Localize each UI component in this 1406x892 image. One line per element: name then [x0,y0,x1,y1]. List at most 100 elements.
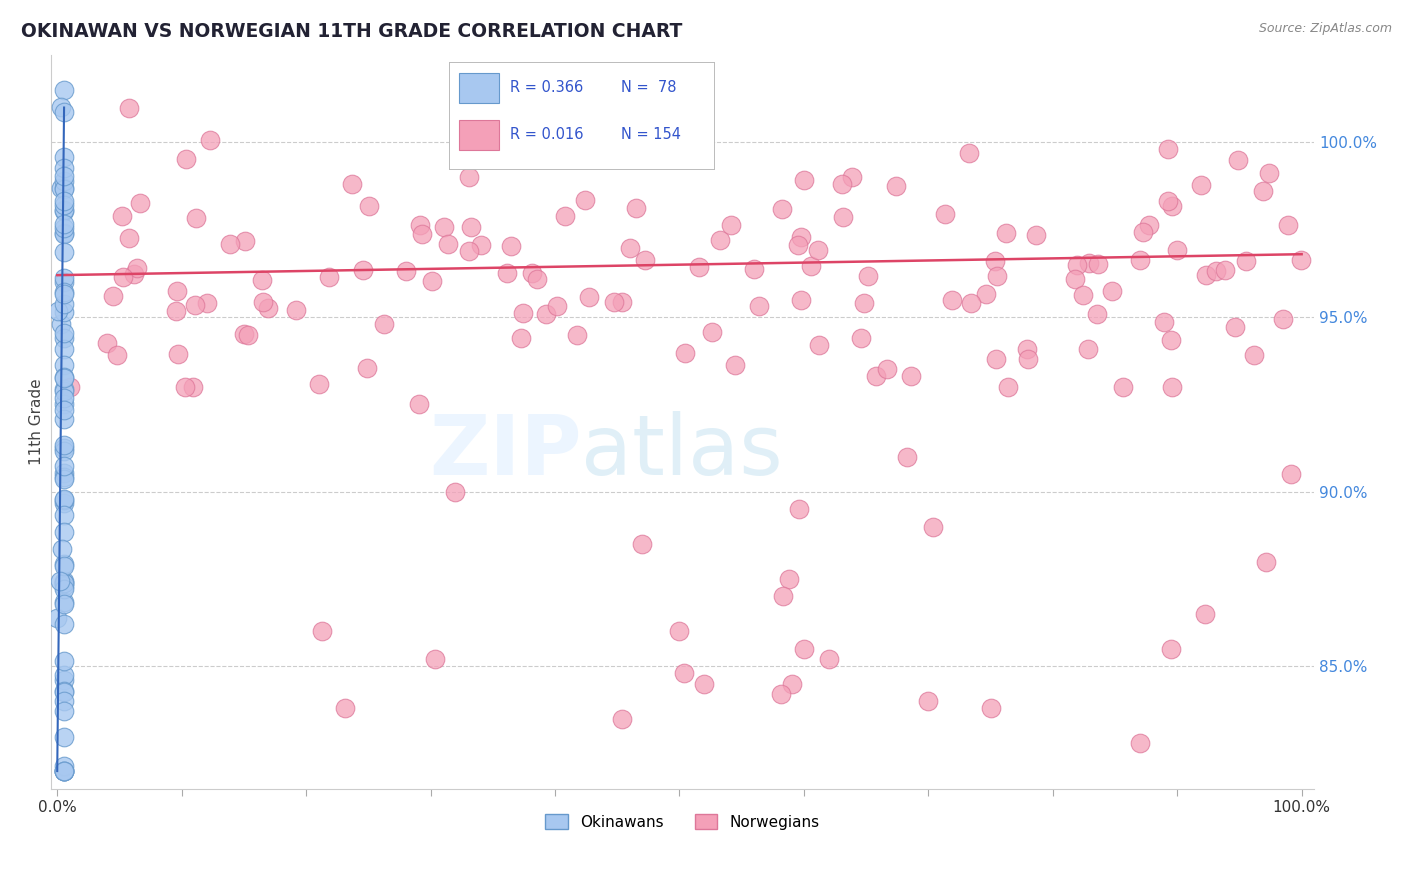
Point [127,261,149,276]
Point [408,397,430,411]
Point [1015,343,1038,357]
Point [53,169,76,184]
Point [603,294,626,309]
Point [546,299,568,313]
Point [53,557,76,571]
Point [49,318,72,332]
Point [53,104,76,119]
Point [53,204,76,219]
Point [184,298,207,312]
Point [1112,380,1135,394]
Point [800,259,823,273]
Point [53,244,76,259]
Point [53,764,76,778]
Point [232,326,254,341]
Point [101,289,124,303]
Point [787,238,810,252]
Point [1277,218,1299,232]
Point [1194,607,1216,621]
Point [900,368,922,383]
Point [896,450,918,464]
Point [173,380,195,394]
Y-axis label: 11th Grade: 11th Grade [30,378,44,465]
Point [394,264,416,278]
Point [1205,264,1227,278]
Point [787,502,810,516]
Point [49,574,72,588]
Point [634,253,657,268]
Point [167,346,190,360]
Point [433,219,456,234]
Point [53,764,76,778]
Point [922,519,945,533]
Point [53,198,76,212]
Point [53,412,76,426]
Point [53,194,76,208]
Point [1161,199,1184,213]
Legend: Okinawans, Norwegians: Okinawans, Norwegians [538,807,825,836]
Point [53,654,76,668]
Point [986,268,1008,283]
Point [510,331,533,345]
Text: Source: ZipAtlas.com: Source: ZipAtlas.com [1258,22,1392,36]
Point [884,179,907,194]
Point [53,595,76,609]
Point [53,226,76,240]
Point [688,260,710,274]
Point [534,307,557,321]
Point [219,237,242,252]
Point [610,712,633,726]
Text: OKINAWAN VS NORWEGIAN 11TH GRADE CORRELATION CHART: OKINAWAN VS NORWEGIAN 11TH GRADE CORRELA… [21,22,682,41]
Point [53,305,76,319]
Point [1087,257,1109,271]
Point [53,704,76,718]
Point [980,701,1002,715]
Point [51,180,73,194]
Point [238,328,260,343]
Point [53,297,76,311]
Point [117,101,139,115]
Point [858,269,880,284]
Point [373,318,395,332]
Point [53,597,76,611]
Point [496,266,519,280]
Point [53,467,76,481]
Point [941,293,963,307]
Point [790,293,813,308]
Point [917,694,939,708]
Point [983,253,1005,268]
Point [250,273,273,287]
Point [53,764,76,778]
Point [668,624,690,639]
Point [1243,348,1265,362]
Point [53,582,76,597]
Point [53,764,76,778]
Text: atlas: atlas [582,410,783,491]
Point [53,441,76,455]
Point [46,611,69,625]
Point [53,469,76,483]
Point [352,263,374,277]
Point [53,285,76,300]
Point [790,230,813,244]
Point [51,541,73,556]
Point [53,331,76,345]
Point [574,193,596,207]
Point [808,338,831,352]
Text: ZIP: ZIP [429,410,582,491]
Point [748,299,770,313]
Point [53,397,76,411]
Point [1128,252,1150,267]
Point [554,209,576,223]
Point [1101,284,1123,298]
Point [1066,259,1088,273]
Point [105,348,128,362]
Point [831,177,853,191]
Point [124,267,146,281]
Point [422,274,444,288]
Point [1077,342,1099,356]
Point [53,326,76,340]
Point [631,537,654,551]
Point [470,238,492,252]
Point [1085,307,1108,321]
